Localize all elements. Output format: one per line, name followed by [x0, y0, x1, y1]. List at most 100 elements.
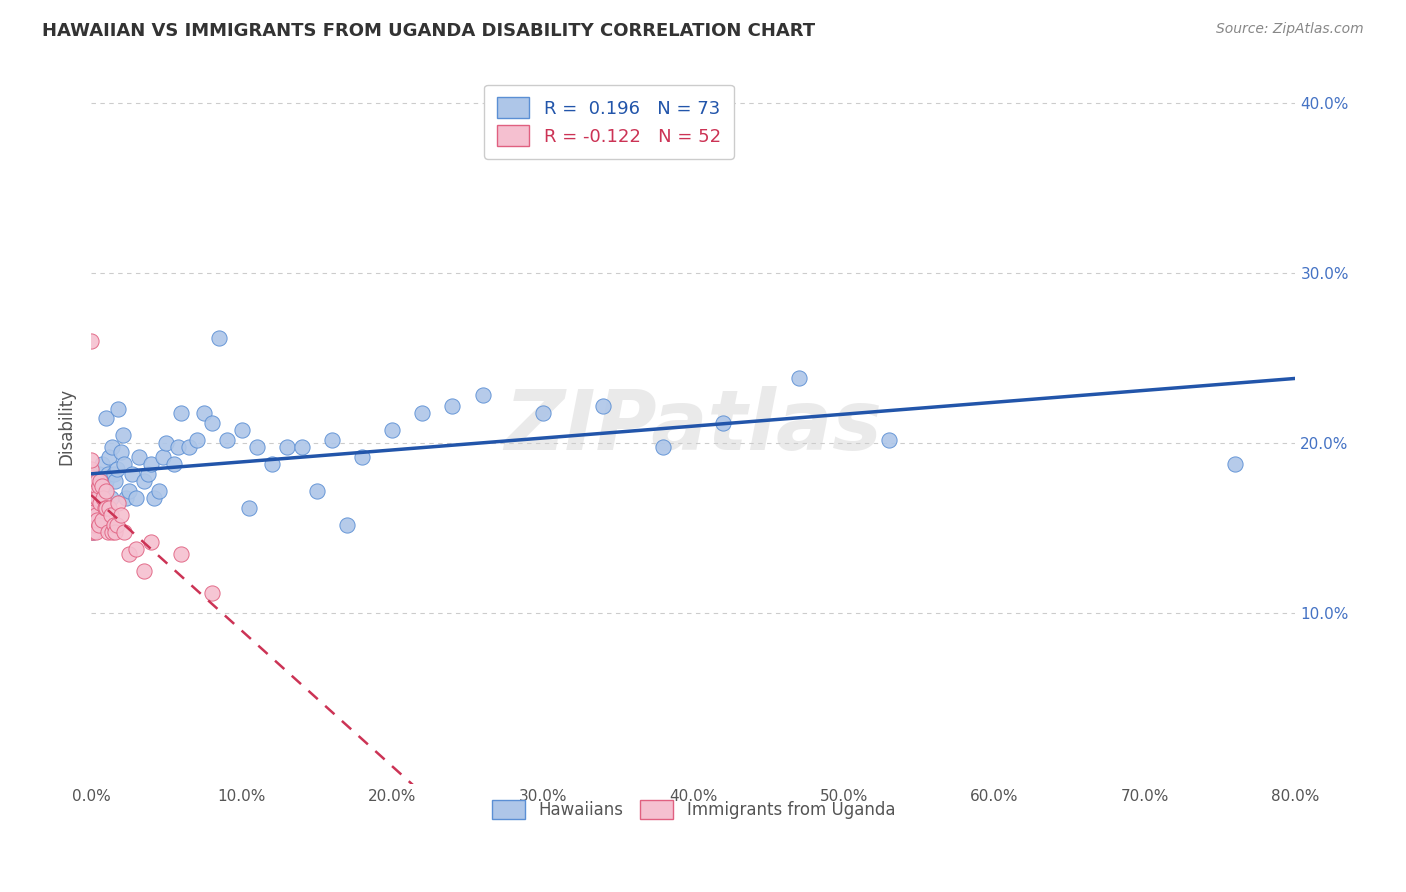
Point [84, 496, 107, 510]
Point [80, 461, 103, 475]
Point [96, 474, 118, 488]
Point [107, 496, 129, 510]
Point [260, 457, 283, 471]
Point [112, 457, 135, 471]
Point [441, 399, 464, 413]
Point [83, 491, 105, 505]
Point [200, 586, 222, 600]
Point [80, 508, 103, 522]
Point [90, 457, 112, 471]
Point [80, 334, 103, 348]
Point [80, 487, 103, 501]
Point [132, 474, 155, 488]
Point [86, 513, 108, 527]
Point [877, 433, 900, 447]
Point [83, 517, 105, 532]
Point [101, 440, 124, 454]
Point [125, 491, 148, 505]
Point [170, 547, 193, 561]
Point [231, 423, 253, 437]
Point [90, 479, 112, 493]
Point [132, 564, 155, 578]
Point [83, 474, 105, 488]
Point [215, 433, 238, 447]
Point [90, 513, 112, 527]
Point [87, 467, 110, 481]
Point [101, 524, 124, 539]
Point [200, 416, 222, 430]
Point [93, 500, 115, 515]
Point [83, 491, 105, 505]
Point [186, 433, 208, 447]
Point [141, 457, 163, 471]
Point [170, 405, 193, 419]
Point [118, 483, 141, 498]
Point [110, 508, 132, 522]
Point [787, 371, 810, 385]
Point [87, 517, 110, 532]
Point [531, 405, 554, 419]
Point [411, 405, 433, 419]
Point [128, 450, 150, 464]
Point [80, 513, 103, 527]
Point [193, 405, 215, 419]
Point [97, 524, 120, 539]
Point [80, 470, 103, 484]
Point [208, 330, 231, 344]
Point [84, 474, 107, 488]
Point [103, 517, 125, 532]
Point [86, 491, 108, 505]
Point [152, 450, 174, 464]
Point [96, 410, 118, 425]
Point [80, 524, 103, 539]
Point [93, 479, 115, 493]
Point [82, 479, 104, 493]
Point [83, 513, 105, 527]
Point [105, 461, 128, 475]
Point [105, 517, 128, 532]
Point [238, 500, 260, 515]
Point [82, 500, 104, 515]
Point [80, 517, 103, 532]
Point [118, 547, 141, 561]
Point [82, 524, 104, 539]
Point [138, 467, 160, 481]
Point [167, 440, 190, 454]
Point [89, 496, 111, 510]
Point [83, 500, 105, 515]
Point [155, 436, 177, 450]
Point [82, 513, 104, 527]
Point [321, 433, 343, 447]
Point [276, 440, 298, 454]
Point [177, 440, 200, 454]
Point [80, 479, 103, 493]
Point [91, 483, 114, 498]
Point [141, 535, 163, 549]
Point [125, 541, 148, 556]
Point [592, 399, 614, 413]
Point [336, 517, 359, 532]
Point [84, 479, 107, 493]
Point [100, 508, 122, 522]
Point [91, 491, 114, 505]
Point [1225, 457, 1247, 471]
Point [98, 450, 121, 464]
Point [100, 491, 122, 505]
Point [148, 483, 170, 498]
Point [98, 500, 121, 515]
Point [652, 440, 675, 454]
Point [80, 453, 103, 467]
Point [80, 496, 103, 510]
Point [84, 524, 107, 539]
Point [104, 474, 127, 488]
Text: ZIPatlas: ZIPatlas [505, 385, 882, 467]
Point [111, 427, 134, 442]
Point [305, 483, 328, 498]
Text: HAWAIIAN VS IMMIGRANTS FROM UGANDA DISABILITY CORRELATION CHART: HAWAIIAN VS IMMIGRANTS FROM UGANDA DISAB… [42, 22, 815, 40]
Point [121, 467, 143, 481]
Point [112, 524, 135, 539]
Point [96, 500, 118, 515]
Point [471, 388, 494, 402]
Y-axis label: Disability: Disability [58, 387, 75, 465]
Point [89, 474, 111, 488]
